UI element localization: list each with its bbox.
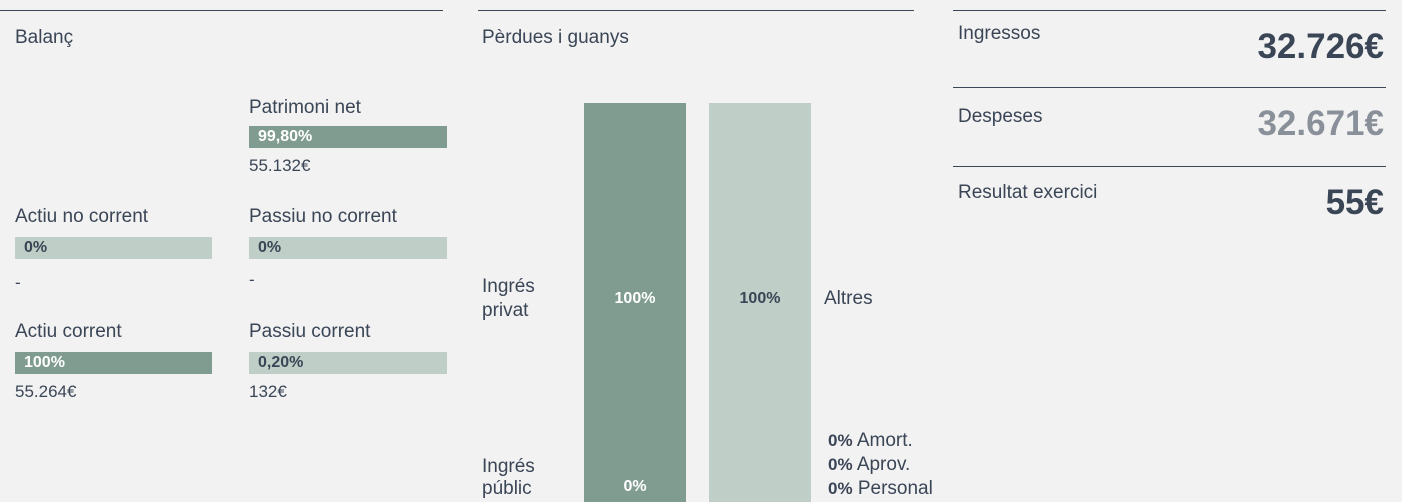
- percent: 100%: [614, 290, 656, 307]
- label: Passiu corrent: [249, 321, 371, 342]
- bar: 0%: [249, 237, 447, 259]
- amount: 132€: [249, 382, 287, 401]
- percent: 0%: [828, 479, 853, 498]
- percent: 0%: [828, 455, 853, 474]
- label: Patrimoni net: [249, 97, 361, 118]
- label: Ingrés públic: [482, 456, 535, 499]
- label: Despeses: [958, 106, 1043, 127]
- amount: 32.726€: [1257, 27, 1384, 66]
- label: Altres: [824, 288, 873, 309]
- amount: -: [249, 270, 255, 289]
- divider: [478, 10, 914, 11]
- divider: [953, 166, 1386, 167]
- divider: [0, 10, 443, 11]
- label: Personal: [857, 478, 933, 499]
- percent: 100%: [739, 290, 781, 307]
- bar: 100%: [15, 352, 212, 374]
- label: Resultat exercici: [958, 182, 1098, 203]
- percent: 0%: [623, 478, 647, 495]
- divider: [953, 10, 1386, 11]
- label: Actiu no corrent: [15, 206, 149, 227]
- bar: 0,20%: [249, 352, 447, 374]
- divider: [953, 87, 1386, 88]
- label: Amort.: [856, 430, 913, 451]
- amount: 55.264€: [15, 382, 77, 401]
- section-title: Pèrdues i guanys: [482, 27, 629, 48]
- label: Ingressos: [958, 23, 1041, 44]
- amount: -: [15, 273, 21, 292]
- expense-column: [709, 103, 811, 502]
- bar: 0%: [15, 237, 212, 259]
- amount: 32.671€: [1257, 104, 1384, 143]
- label: Ingrés privat: [482, 276, 535, 321]
- amount: 55.132€: [249, 156, 311, 175]
- label: Passiu no corrent: [249, 206, 397, 227]
- percent: 0%: [828, 431, 853, 450]
- bar: 99,80%: [249, 126, 447, 148]
- amount: 55€: [1325, 183, 1384, 222]
- label: Actiu corrent: [15, 321, 122, 342]
- income-column: [584, 103, 686, 502]
- section-title: Balanç: [15, 27, 74, 48]
- label: Aprov.: [856, 454, 911, 475]
